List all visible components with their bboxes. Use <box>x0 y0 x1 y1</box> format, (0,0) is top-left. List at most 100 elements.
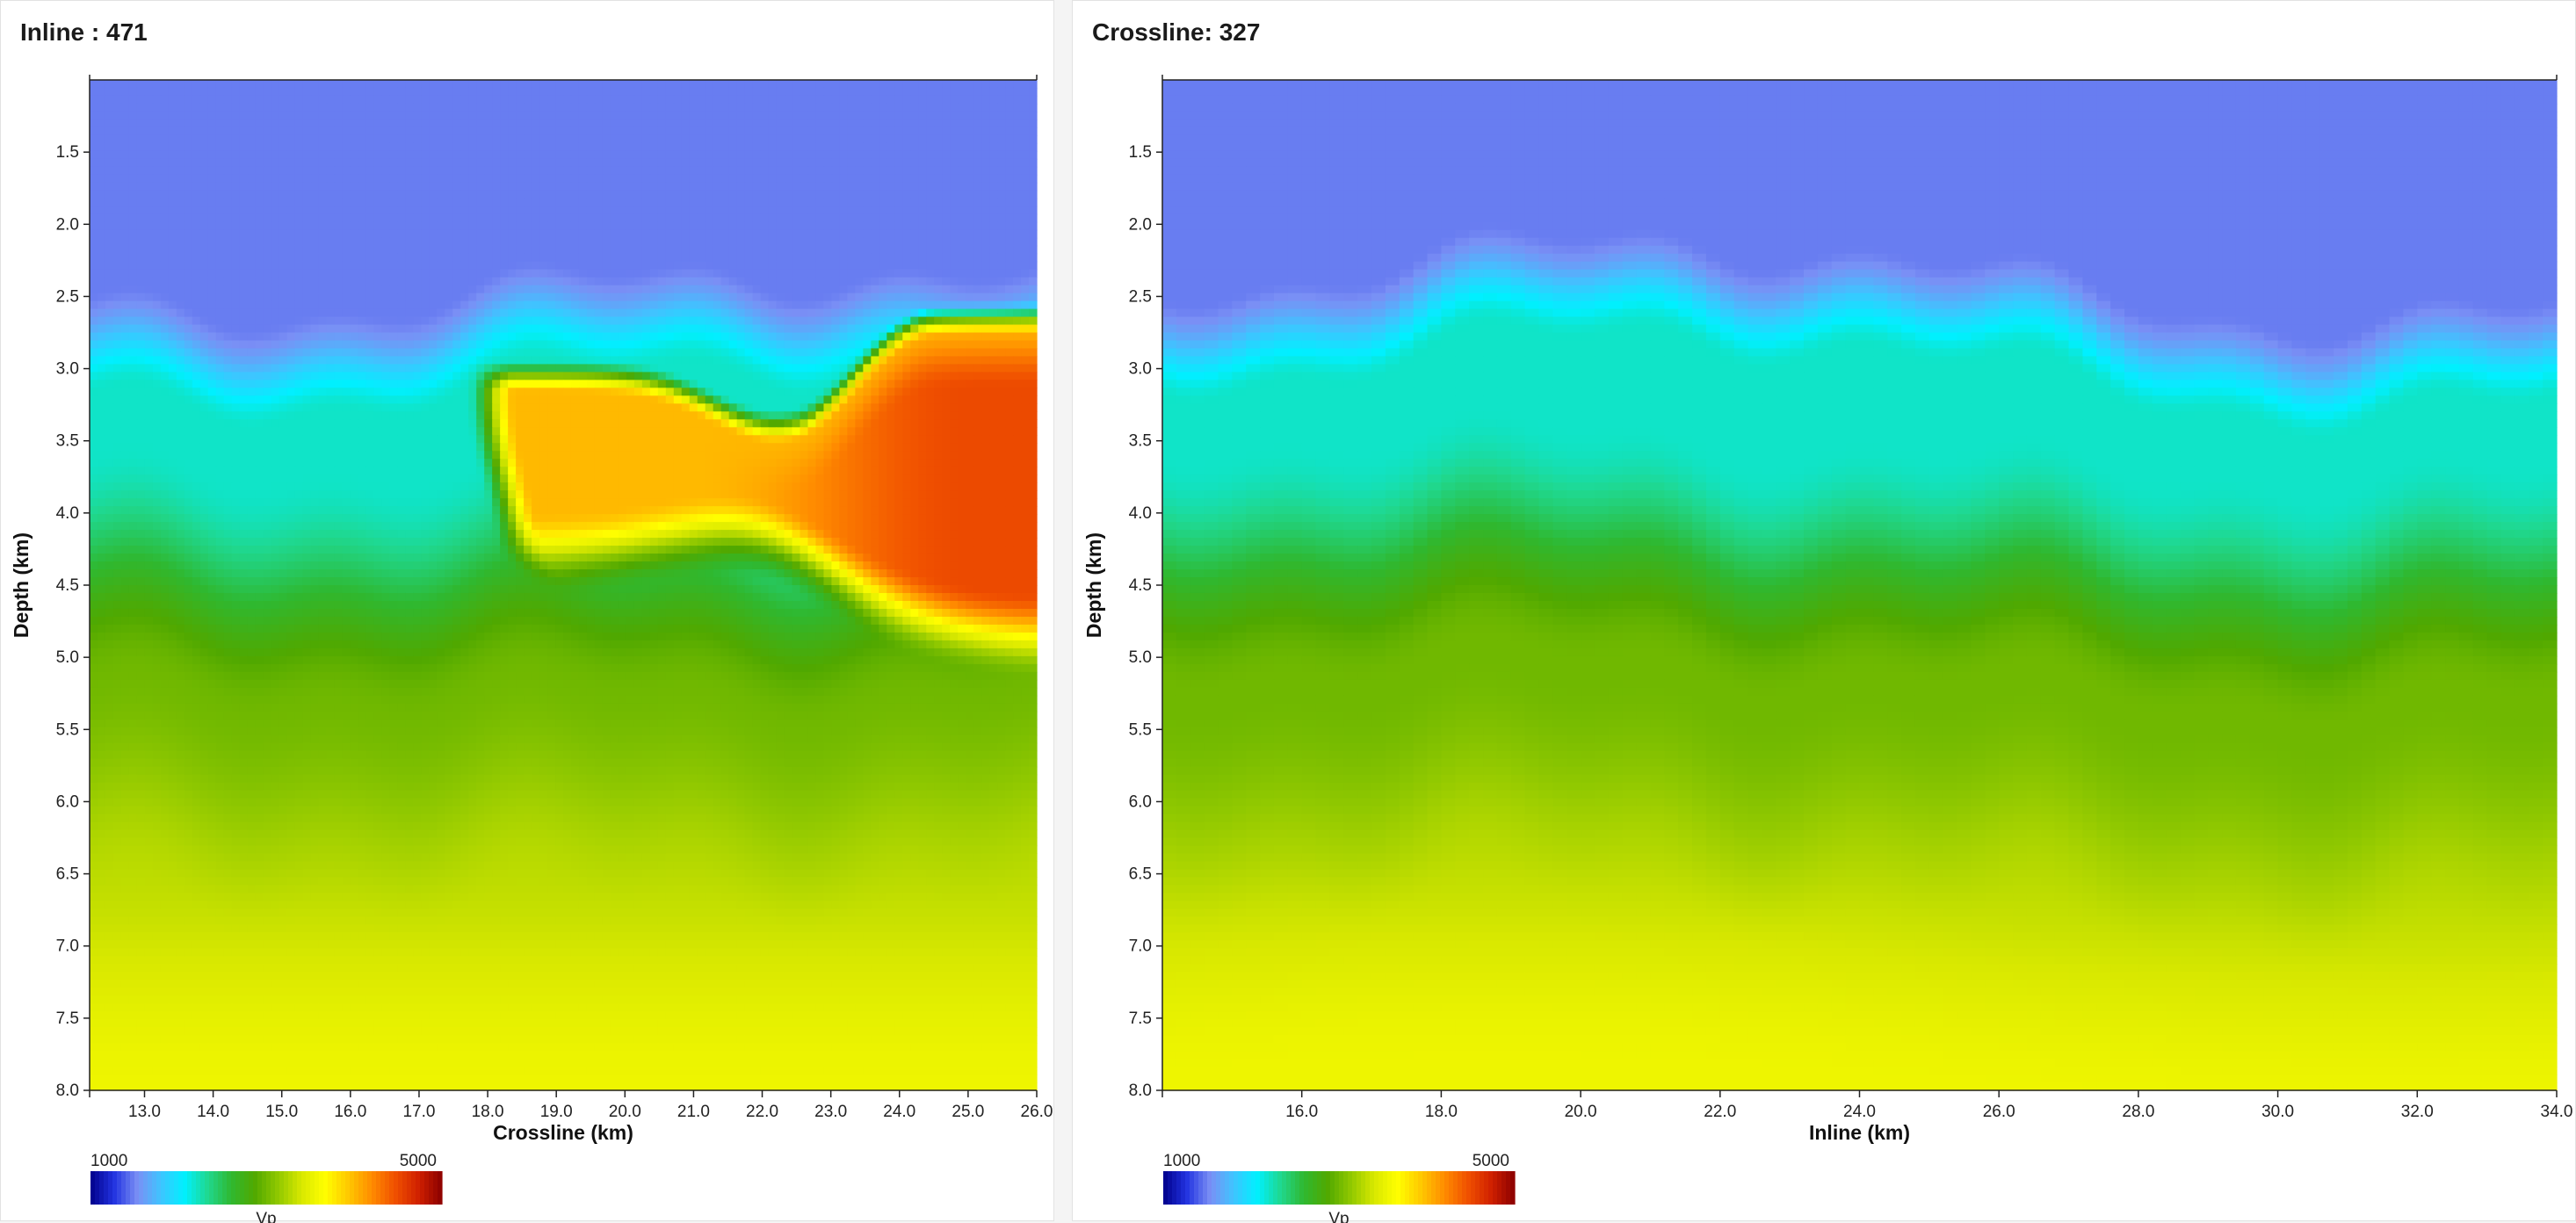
heatmap-cell <box>807 237 817 247</box>
heatmap-cell <box>207 229 217 239</box>
heatmap-cell <box>681 119 691 128</box>
heatmap-cell <box>342 293 351 302</box>
heatmap-cell <box>350 261 359 271</box>
heatmap-cell <box>894 119 903 128</box>
heatmap-cell <box>294 387 304 396</box>
heatmap-cell <box>784 95 793 105</box>
heatmap-cell <box>1021 356 1030 365</box>
heatmap-cell <box>120 324 130 334</box>
heatmap-cell <box>681 221 691 231</box>
heatmap-cell <box>894 80 903 89</box>
heatmap-cell <box>618 364 627 373</box>
heatmap-cell <box>476 269 485 279</box>
inline-chart[interactable]: 1.52.02.53.03.54.04.55.05.56.06.57.07.58… <box>1 1 1055 1223</box>
heatmap-cell <box>555 174 564 184</box>
heatmap-cell <box>563 340 572 350</box>
heatmap-cell <box>532 340 540 350</box>
heatmap-cell <box>231 174 241 184</box>
heatmap-cell <box>326 213 336 223</box>
heatmap-cell <box>934 293 943 302</box>
heatmap-cell <box>429 308 438 318</box>
heatmap-cell <box>902 150 911 160</box>
heatmap-cell <box>192 174 201 184</box>
heatmap-cell <box>516 134 525 144</box>
heatmap-cell <box>657 95 667 105</box>
heatmap-cell <box>90 182 98 192</box>
heatmap-cell <box>626 198 635 207</box>
heatmap-cell <box>792 324 801 334</box>
heatmap-cell <box>1005 87 1014 97</box>
heatmap-cell <box>405 300 414 310</box>
heatmap-cell <box>633 269 643 279</box>
heatmap-cell <box>381 356 390 365</box>
heatmap-cell <box>516 198 525 207</box>
heatmap-cell <box>768 308 778 318</box>
heatmap-cell <box>492 206 501 215</box>
heatmap-cell <box>894 372 903 380</box>
heatmap-cell <box>516 277 525 286</box>
heatmap-cell <box>555 403 564 412</box>
heatmap-cell <box>910 174 919 184</box>
heatmap-cell <box>97 340 106 350</box>
heatmap-cell <box>350 95 359 105</box>
heatmap-cell <box>800 332 809 342</box>
heatmap-cell <box>484 95 493 105</box>
heatmap-cell <box>144 269 154 279</box>
heatmap-cell <box>294 237 304 247</box>
heatmap-cell <box>657 213 667 223</box>
heatmap-cell <box>231 395 241 404</box>
heatmap-cell <box>641 364 651 373</box>
heatmap-cell <box>815 253 825 263</box>
heatmap-cell <box>657 142 667 152</box>
heatmap-cell <box>532 158 540 168</box>
heatmap-cell <box>752 253 762 263</box>
heatmap-cell <box>389 221 398 231</box>
heatmap-cell <box>476 387 485 396</box>
heatmap-cell <box>784 300 793 310</box>
heatmap-cell <box>657 103 667 112</box>
heatmap-cell <box>1021 95 1030 105</box>
heatmap-cell <box>720 119 730 128</box>
heatmap-cell <box>610 332 619 342</box>
heatmap-cell <box>460 261 469 271</box>
heatmap-cell <box>547 253 556 263</box>
heatmap-cell <box>997 364 1006 373</box>
heatmap-cell <box>863 380 872 388</box>
heatmap-cell <box>563 182 572 192</box>
heatmap-cell <box>397 142 406 152</box>
heatmap-cell <box>500 134 509 144</box>
heatmap-cell <box>673 387 683 396</box>
heatmap-cell <box>973 158 982 168</box>
heatmap-cell <box>160 261 170 271</box>
heatmap-cell <box>389 213 398 223</box>
heatmap-cell <box>516 324 525 334</box>
heatmap-cell <box>942 285 951 294</box>
heatmap-cell <box>934 316 943 326</box>
heatmap-cell <box>626 80 635 89</box>
heatmap-cell <box>649 340 659 350</box>
heatmap-cell <box>689 174 698 184</box>
heatmap-cell <box>594 285 604 294</box>
heatmap-cell <box>342 285 351 294</box>
heatmap-cell <box>626 245 635 255</box>
heatmap-cell <box>239 356 249 365</box>
heatmap-cell <box>90 158 98 168</box>
heatmap-cell <box>863 372 872 380</box>
heatmap-cell <box>184 158 193 168</box>
heatmap-cell <box>649 198 659 207</box>
heatmap-cell <box>176 269 185 279</box>
heatmap-cell <box>539 380 548 388</box>
heatmap-cell <box>697 372 706 380</box>
heatmap-cell <box>886 308 895 318</box>
heatmap-cell <box>776 119 785 128</box>
heatmap-cell <box>326 134 336 144</box>
heatmap-cell <box>231 293 241 302</box>
heatmap-cell <box>445 190 453 199</box>
heatmap-cell <box>429 340 438 350</box>
heatmap-cell <box>350 237 359 247</box>
heatmap-cell <box>279 348 288 358</box>
heatmap-cell <box>752 364 762 373</box>
heatmap-cell <box>539 332 548 342</box>
heatmap-cell <box>207 285 217 294</box>
heatmap-cell <box>641 316 651 326</box>
